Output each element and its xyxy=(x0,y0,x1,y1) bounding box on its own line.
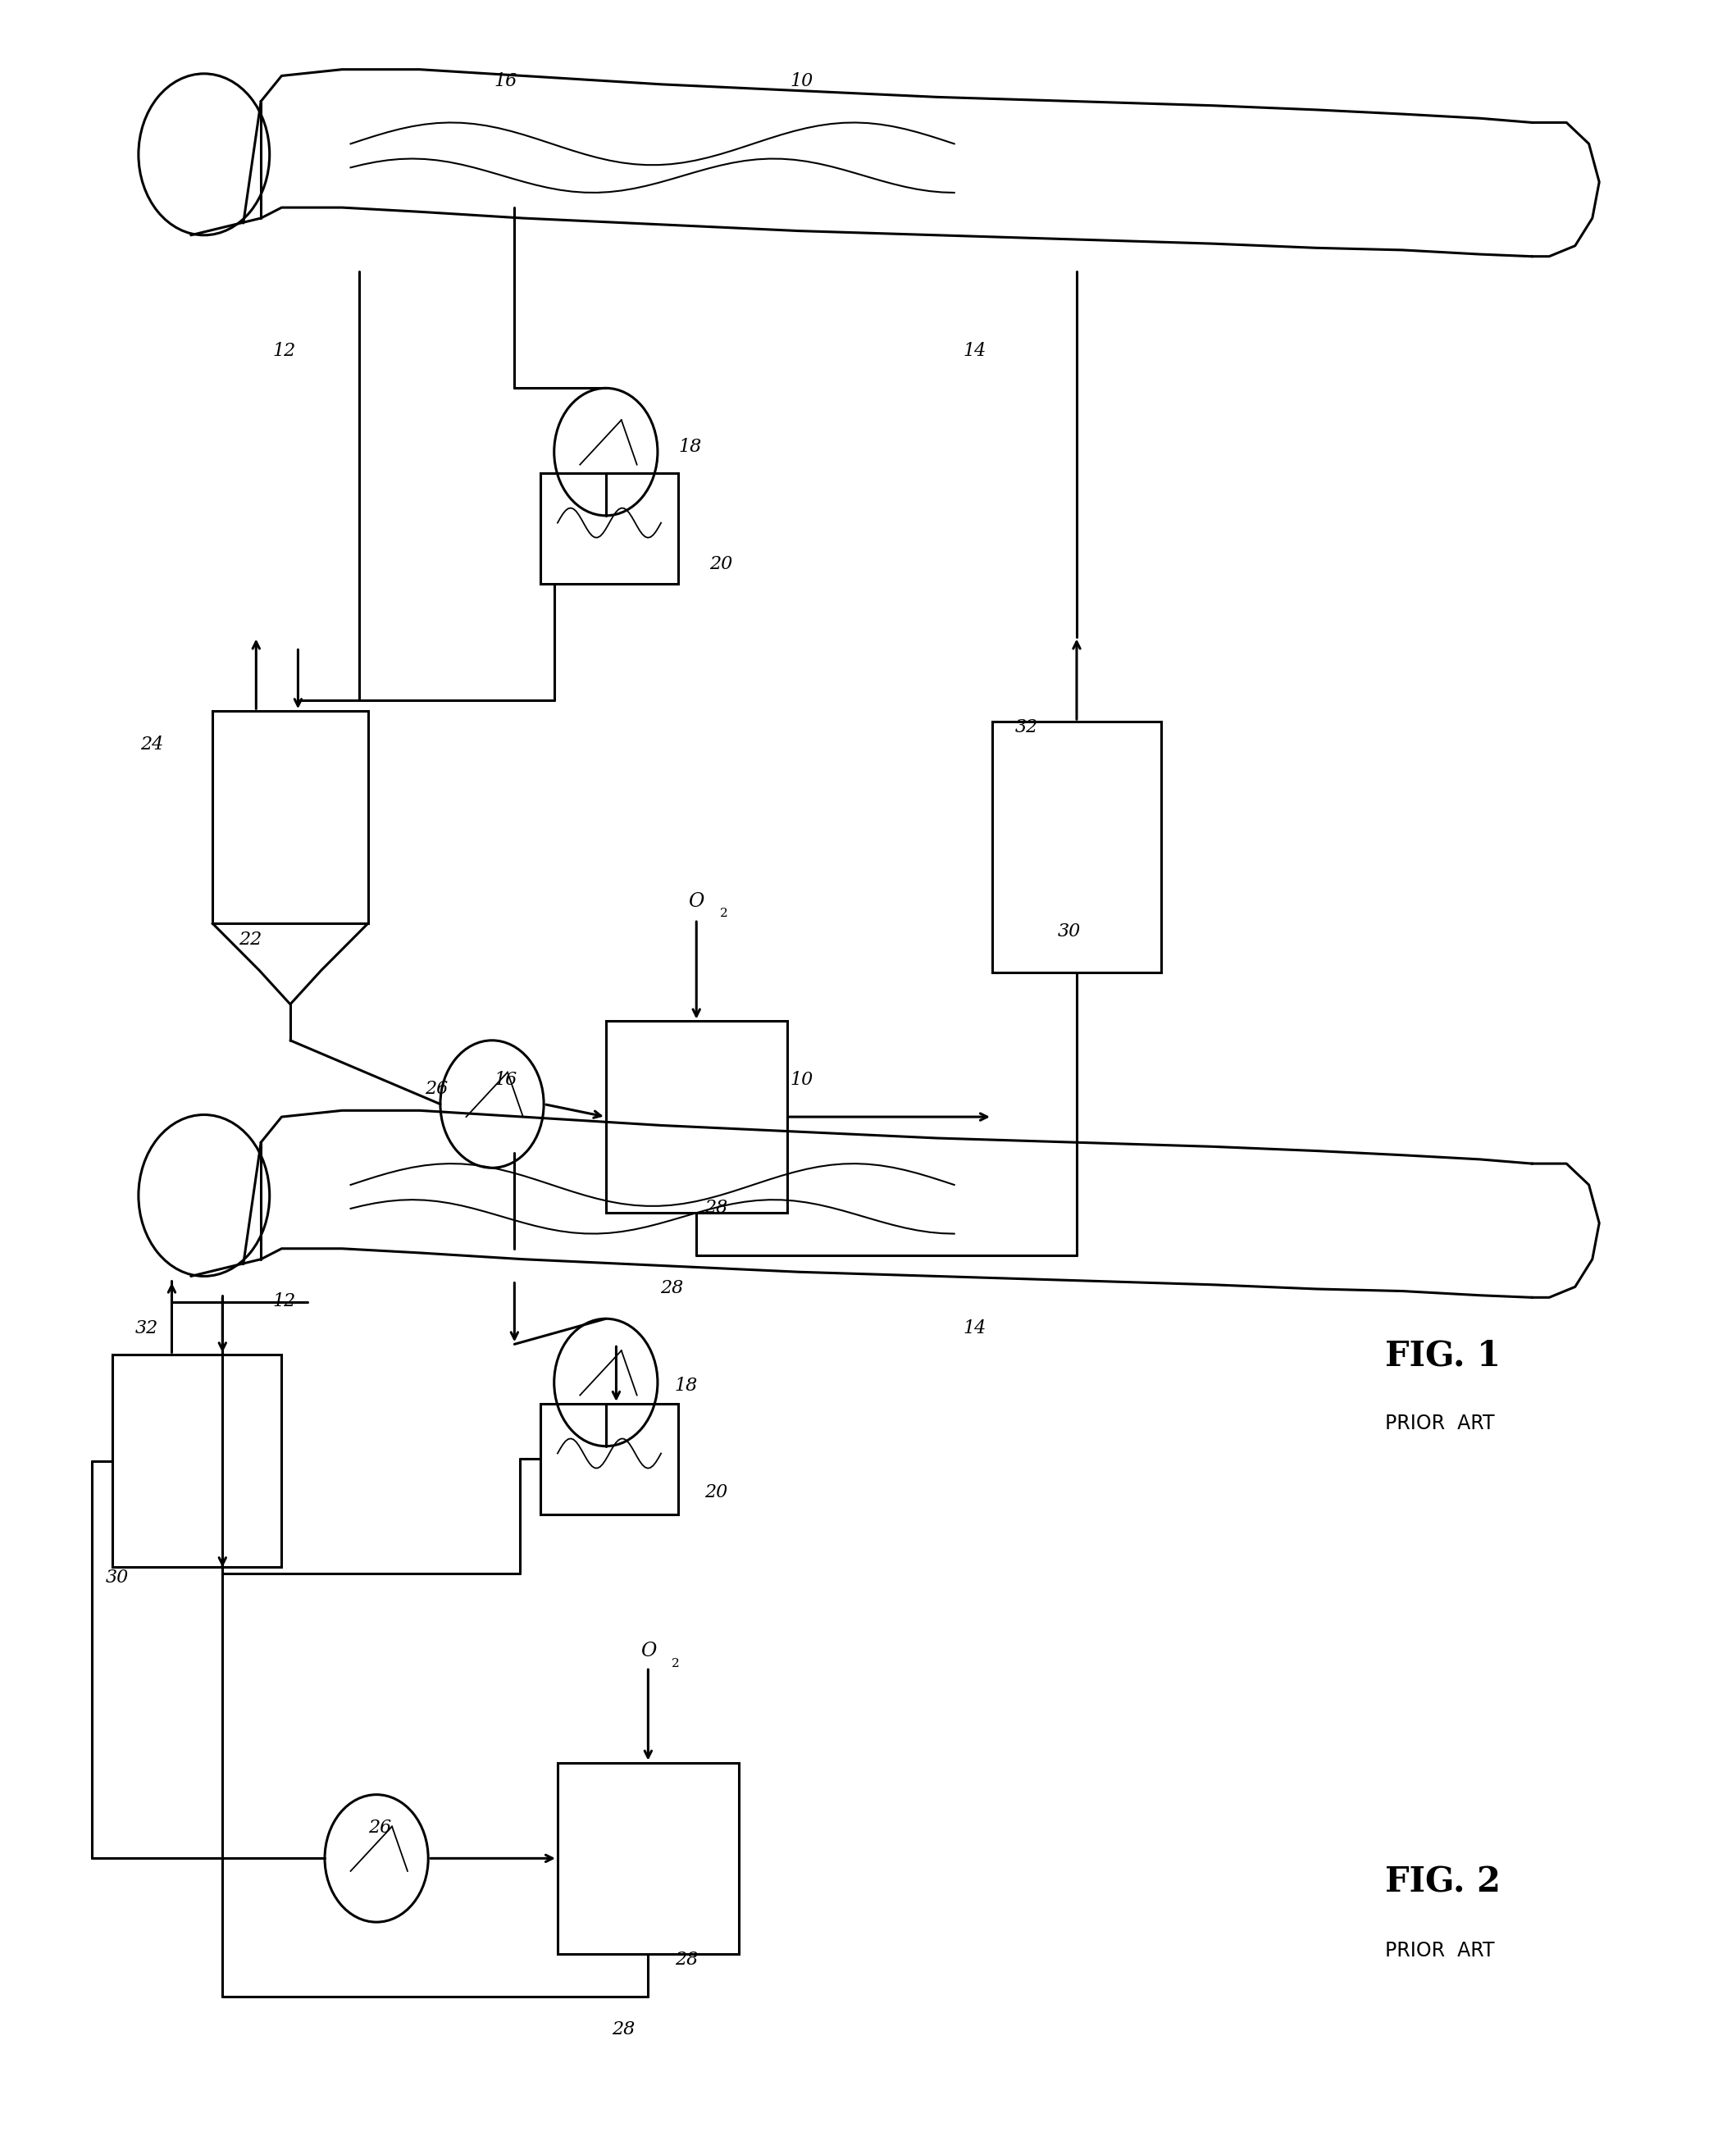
Bar xyxy=(212,711,368,923)
Bar xyxy=(113,1354,281,1568)
Text: 22: 22 xyxy=(238,931,262,948)
Text: 20: 20 xyxy=(710,555,733,572)
Bar xyxy=(606,1021,786,1213)
Text: 10: 10 xyxy=(790,1070,814,1089)
Text: 28: 28 xyxy=(611,2021,635,2038)
Text: 30: 30 xyxy=(1057,923,1082,940)
Text: 10: 10 xyxy=(790,73,814,90)
Text: O: O xyxy=(689,893,705,910)
Bar xyxy=(557,1762,738,1954)
Text: 2: 2 xyxy=(720,908,727,918)
Text: O: O xyxy=(641,1643,656,1662)
Bar xyxy=(540,1403,679,1514)
Text: 20: 20 xyxy=(705,1482,727,1502)
Text: 32: 32 xyxy=(135,1320,158,1337)
Text: 16: 16 xyxy=(493,73,517,90)
Text: 26: 26 xyxy=(425,1079,448,1098)
Text: 14: 14 xyxy=(963,342,986,361)
Text: 26: 26 xyxy=(368,1820,391,1837)
Text: 28: 28 xyxy=(675,1950,698,1969)
Bar xyxy=(540,472,679,583)
Text: 18: 18 xyxy=(675,1378,698,1395)
Text: 12: 12 xyxy=(273,342,297,361)
Text: 14: 14 xyxy=(963,1320,986,1337)
Text: 12: 12 xyxy=(273,1292,297,1309)
Text: 24: 24 xyxy=(141,735,163,754)
Text: FIG. 2: FIG. 2 xyxy=(1385,1865,1502,1899)
Text: 18: 18 xyxy=(679,438,701,455)
Text: 2: 2 xyxy=(672,1658,681,1668)
Text: 32: 32 xyxy=(1014,718,1038,737)
Text: 28: 28 xyxy=(660,1279,684,1297)
Text: FIG. 1: FIG. 1 xyxy=(1385,1339,1502,1373)
Bar xyxy=(993,722,1161,972)
Text: 28: 28 xyxy=(705,1198,727,1218)
Text: PRIOR  ART: PRIOR ART xyxy=(1385,1414,1495,1433)
Text: 16: 16 xyxy=(493,1070,517,1089)
Text: 30: 30 xyxy=(106,1568,128,1587)
Text: PRIOR  ART: PRIOR ART xyxy=(1385,1939,1495,1961)
